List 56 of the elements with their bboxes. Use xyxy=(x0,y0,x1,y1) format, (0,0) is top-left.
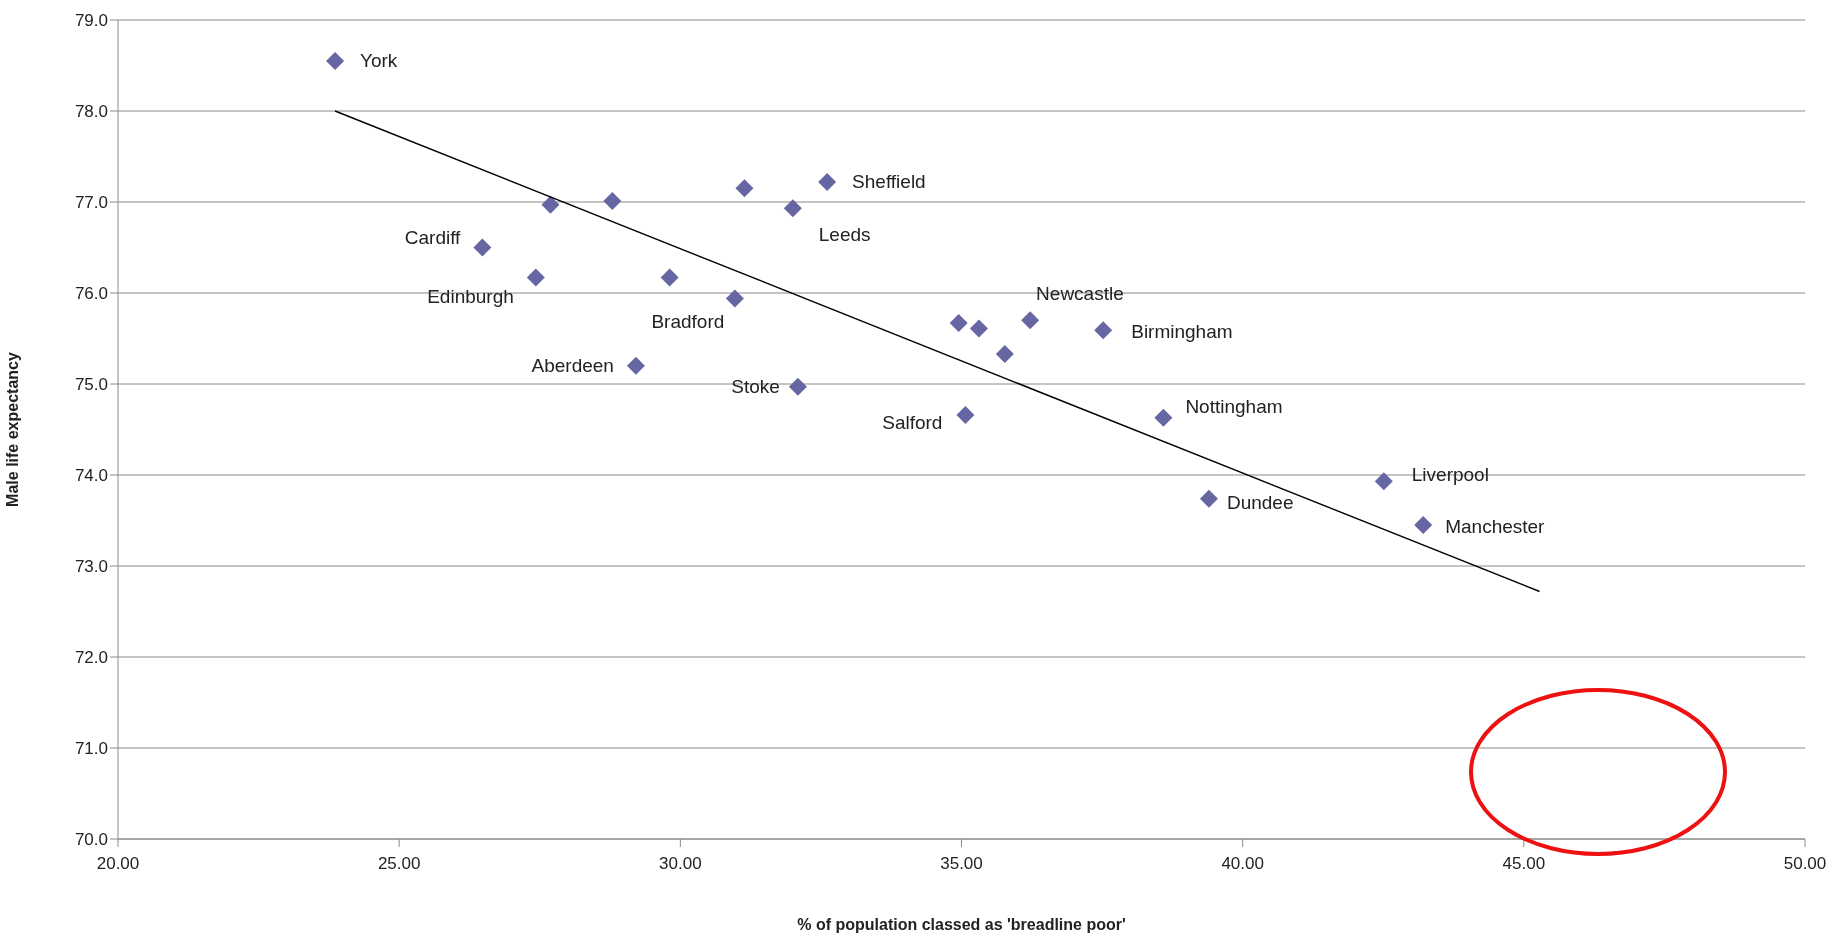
point xyxy=(818,172,837,191)
data-label: Leeds xyxy=(818,224,871,246)
point xyxy=(1021,311,1040,330)
y-tick-label: 76.0 xyxy=(74,284,108,304)
point xyxy=(725,289,744,308)
data-label: Bradford xyxy=(651,311,725,333)
data-label: Nottingham xyxy=(1185,395,1283,417)
point xyxy=(660,268,679,287)
point xyxy=(788,377,807,396)
data-label: Sheffield xyxy=(852,170,926,192)
y-tick-label: 78.0 xyxy=(74,102,108,122)
point xyxy=(626,356,645,375)
x-tick-label: 45.00 xyxy=(1502,854,1546,874)
x-tick-label: 40.00 xyxy=(1221,854,1264,874)
point xyxy=(1094,321,1113,340)
y-tick-label: 79.0 xyxy=(74,11,108,31)
point xyxy=(526,268,545,287)
x-tick-label: 50.00 xyxy=(1783,854,1827,874)
data-label: Stoke xyxy=(731,375,780,397)
x-axis-title: % of population classed as 'breadline poor' xyxy=(797,916,1126,933)
y-tick-label: 77.0 xyxy=(74,193,108,213)
x-tick-label: 20.00 xyxy=(96,854,140,874)
point xyxy=(1414,516,1433,535)
point xyxy=(473,238,492,257)
data-label: Edinburgh xyxy=(427,285,514,307)
point xyxy=(783,199,802,218)
data-label: Dundee xyxy=(1226,491,1294,513)
point xyxy=(949,314,968,333)
point xyxy=(956,405,975,424)
x-tick-label: 35.00 xyxy=(940,854,983,874)
point xyxy=(1154,408,1173,427)
data-label: Liverpool xyxy=(1411,464,1489,486)
point xyxy=(969,319,988,338)
data-label: Aberdeen xyxy=(531,354,614,376)
x-tick-label: 25.00 xyxy=(377,854,421,874)
point xyxy=(995,344,1014,363)
y-tick-label: 70.0 xyxy=(74,830,108,850)
point xyxy=(735,179,754,198)
point xyxy=(326,51,345,70)
data-label: Birmingham xyxy=(1131,321,1233,343)
y-tick-label: 73.0 xyxy=(74,557,108,577)
y-axis-title: Male life expectancy xyxy=(3,352,21,507)
data-label: Salford xyxy=(882,411,943,433)
y-tick-label: 74.0 xyxy=(74,466,108,486)
data-label: York xyxy=(360,49,398,71)
y-tick-label: 75.0 xyxy=(74,375,108,395)
data-label: Manchester xyxy=(1445,516,1546,538)
y-tick-label: 71.0 xyxy=(74,739,108,759)
point xyxy=(541,195,560,214)
data-label: Cardiff xyxy=(404,226,462,248)
data-label: Newcastle xyxy=(1036,283,1124,305)
x-tick-label: 30.00 xyxy=(659,854,702,874)
point xyxy=(1199,489,1218,508)
point xyxy=(603,192,622,211)
point xyxy=(1374,472,1393,491)
y-tick-label: 72.0 xyxy=(74,648,108,668)
